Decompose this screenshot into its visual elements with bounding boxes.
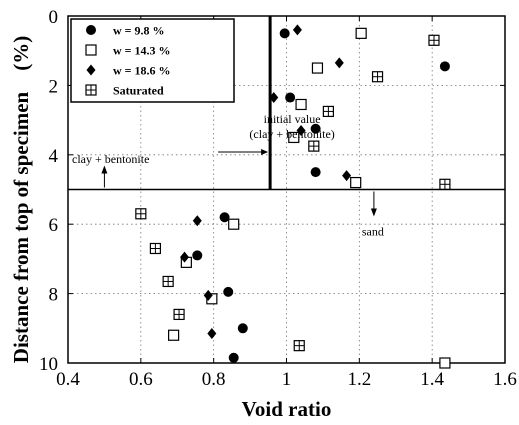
data-point (310, 167, 321, 178)
data-point (439, 178, 451, 190)
data-point (350, 176, 362, 189)
initial-value-sublabel: (clay + bentonite) (249, 127, 334, 141)
data-point (295, 98, 307, 111)
y-tick-label: 8 (49, 285, 59, 306)
data-point (293, 340, 305, 352)
data-point (207, 328, 217, 340)
initial-value-arrowhead (261, 149, 269, 155)
legend-marker (86, 25, 96, 35)
sand-label: sand (362, 225, 384, 239)
data-point (296, 125, 306, 137)
data-point (279, 28, 290, 39)
legend-label: w = 18.6 % (113, 64, 171, 78)
data-point (371, 71, 384, 83)
data-point (288, 131, 300, 144)
legend-label: w = 14.3 % (113, 44, 171, 58)
x-tick-label: 0.4 (56, 369, 80, 390)
data-point (223, 286, 234, 297)
data-point (180, 251, 190, 263)
y-tick-label: 2 (49, 76, 59, 97)
x-tick-label: 0.6 (129, 369, 153, 390)
data-point (269, 92, 279, 104)
data-point (334, 57, 344, 69)
data-points (135, 24, 451, 369)
data-point (439, 61, 450, 72)
data-point (308, 140, 320, 152)
data-point (310, 123, 321, 134)
data-point (322, 105, 334, 118)
data-point (219, 212, 230, 223)
data-point (135, 208, 147, 220)
data-point (285, 92, 296, 103)
clay-bentonite-arrowhead (101, 165, 108, 174)
axis-ticks: 0.4 0.6 0.8 1 1.2 1.4 1.6 0 2 4 6 8 10 (39, 7, 517, 390)
data-point (192, 250, 203, 261)
legend-marker (85, 84, 97, 96)
y-tick-label: 4 (49, 146, 59, 167)
x-tick-label: 1.2 (347, 369, 371, 390)
series-4 (135, 34, 451, 352)
data-point (237, 323, 248, 334)
x-tick-label: 1.6 (493, 369, 517, 390)
data-point (162, 275, 174, 288)
legend-label: Saturated (113, 84, 164, 98)
data-point (168, 329, 180, 341)
series-1 (192, 28, 450, 363)
y-tick-label: 6 (49, 215, 59, 236)
y-tick-label: 0 (49, 7, 59, 28)
data-point (203, 289, 213, 301)
clay-bentonite-label: clay + bentonite (72, 152, 149, 166)
legend-label: w = 9.8 % (113, 24, 165, 38)
data-point (428, 34, 440, 46)
series-3 (180, 24, 352, 340)
x-tick-label: 0.8 (202, 369, 226, 390)
legend: w = 9.8 % w = 14.3 % w = 18.6 % Saturated (70, 18, 235, 103)
data-point (192, 215, 202, 227)
x-tick-label: 1.4 (420, 369, 444, 390)
data-point (342, 170, 352, 182)
initial-value-label: initial value (264, 112, 321, 126)
annotations: initial value (clay + bentonite) clay + … (72, 112, 384, 239)
data-point (149, 242, 161, 255)
data-point (173, 308, 185, 321)
series-2 (168, 27, 451, 369)
x-axis-title: Void ratio (242, 397, 332, 421)
reference-lines (68, 16, 505, 191)
legend-box (70, 18, 235, 103)
data-point (355, 27, 367, 39)
data-point (439, 357, 451, 369)
data-point (311, 62, 324, 74)
y-tick-label: 10 (39, 354, 58, 375)
data-point (228, 352, 239, 363)
legend-marker (85, 44, 97, 56)
x-tick-label: 1 (282, 369, 292, 390)
data-point (228, 218, 240, 230)
data-point (292, 24, 302, 36)
sand-arrowhead (370, 208, 377, 217)
legend-marker (86, 64, 96, 76)
y-axis-title: Distance from top of specimen (%) (9, 36, 33, 363)
